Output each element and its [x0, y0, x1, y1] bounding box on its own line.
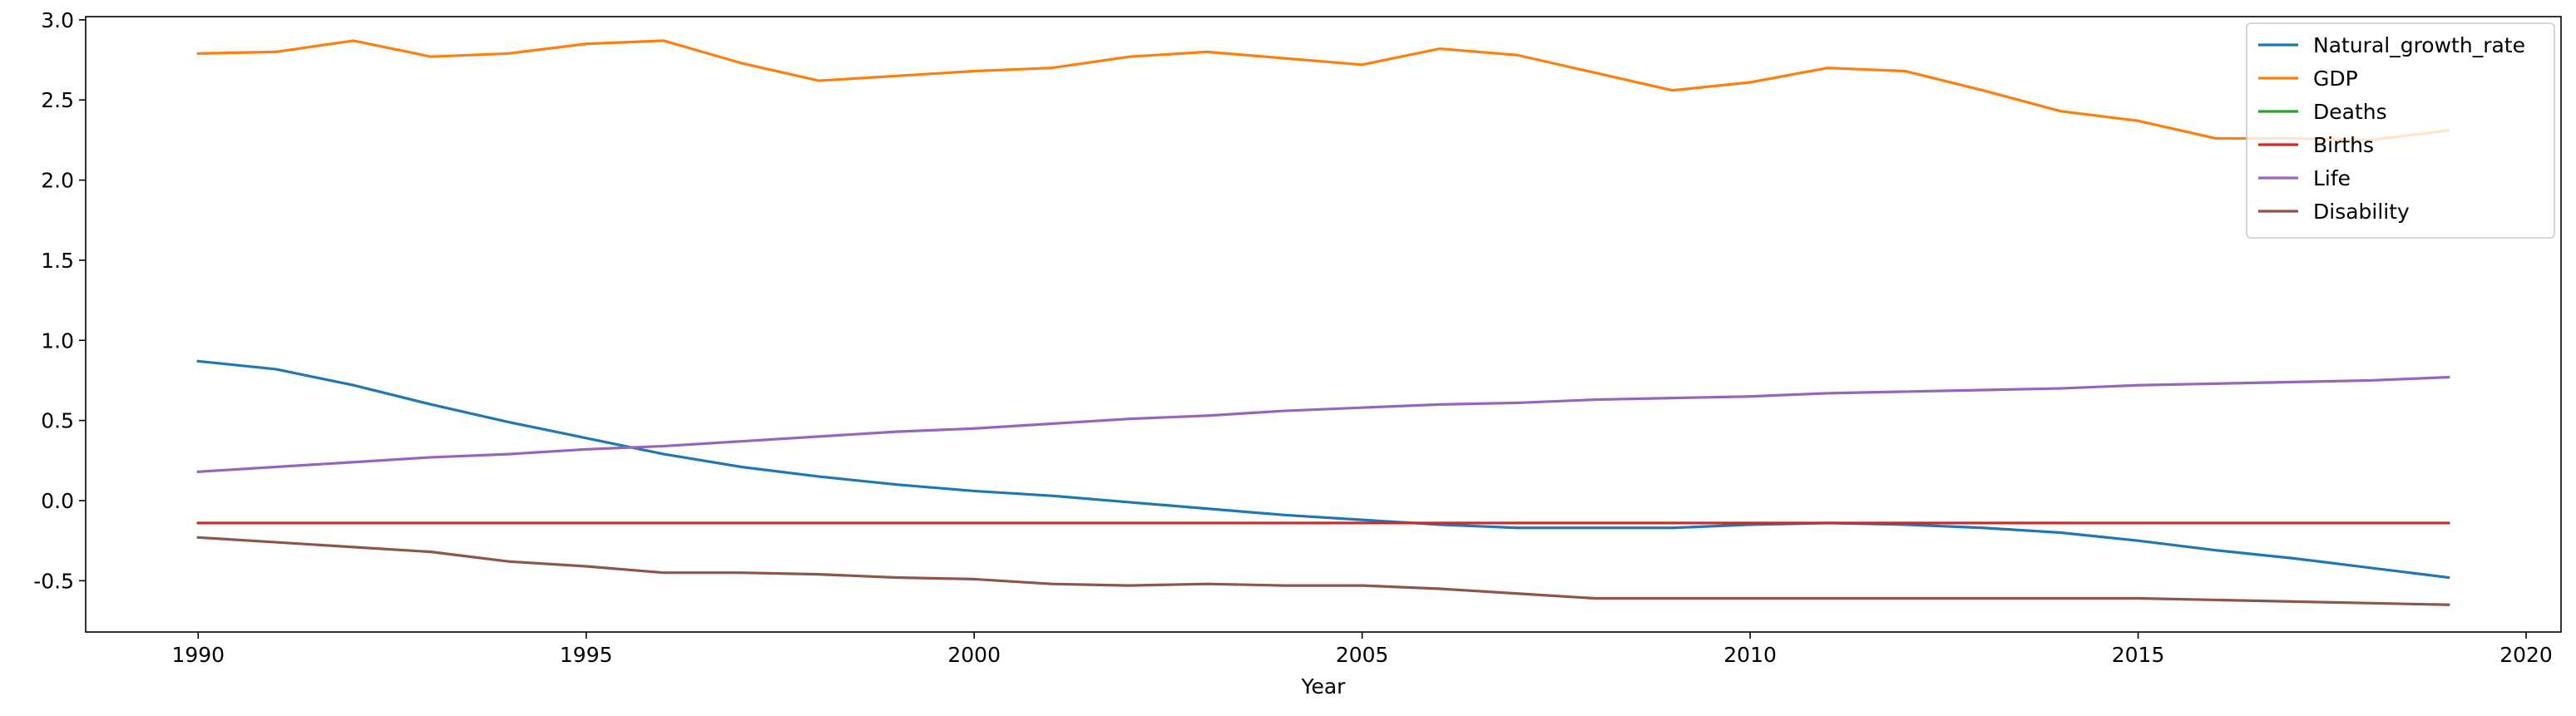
- legend-label-deaths: Deaths: [2313, 100, 2387, 124]
- x-tick-label: 1995: [560, 643, 613, 667]
- y-tick-label: 3.0: [41, 8, 74, 32]
- series-line-gdp: [196, 39, 2450, 141]
- x-tick-label: 2000: [947, 643, 1001, 667]
- y-tick-label: 0.5: [41, 409, 74, 433]
- legend-label-gdp: GDP: [2313, 67, 2358, 91]
- x-tick-label: 2010: [1723, 643, 1777, 667]
- axes-layer: 1990 1995 2000 2005 2010 2015 2020 -0.5 0.0 0.5 1.…: [33, 8, 2553, 667]
- y-tick-label: 1.5: [41, 249, 74, 273]
- frame-layer: [85, 16, 2562, 633]
- y-tick-label: 2.5: [41, 88, 74, 112]
- plot-frame: [85, 16, 2562, 633]
- series-line-natural-growth-rate: [196, 359, 2450, 580]
- y-tick-label: 2.0: [41, 169, 74, 193]
- legend-box: [2246, 22, 2555, 239]
- y-tick-label: 1.0: [41, 328, 74, 353]
- x-tick-label: 1990: [171, 643, 225, 667]
- series-line-disability: [196, 536, 2450, 606]
- legend-label-life: Life: [2313, 166, 2351, 190]
- x-tick-label: 2005: [1336, 643, 1389, 667]
- legend-label-natural-growth-rate: Natural_growth_rate: [2313, 33, 2525, 57]
- x-axis-label: Year: [1301, 674, 1347, 699]
- legend-label-births: Births: [2313, 133, 2374, 157]
- y-tick-label: -0.5: [33, 569, 74, 593]
- x-tick-label: 2020: [2499, 643, 2553, 667]
- y-tick-label: 0.0: [41, 489, 74, 513]
- legend-label-disability: Disability: [2313, 200, 2410, 224]
- x-tick-label: 2015: [2112, 643, 2165, 667]
- series-layer: [196, 39, 2450, 606]
- series-line-life: [196, 375, 2450, 473]
- legend: Natural_growth_rate GDP Deaths Births Life Di…: [2246, 22, 2555, 239]
